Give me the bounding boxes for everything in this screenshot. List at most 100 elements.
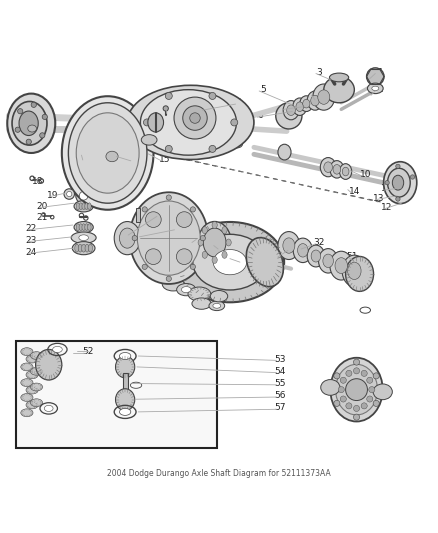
Ellipse shape	[120, 352, 131, 359]
Text: 9: 9	[166, 104, 172, 113]
Ellipse shape	[21, 363, 33, 371]
Ellipse shape	[226, 239, 231, 246]
Ellipse shape	[106, 151, 118, 161]
Ellipse shape	[198, 239, 203, 246]
Circle shape	[132, 236, 138, 241]
Ellipse shape	[342, 255, 367, 287]
Ellipse shape	[320, 158, 336, 177]
Ellipse shape	[373, 384, 392, 400]
Ellipse shape	[26, 401, 38, 409]
Text: 56: 56	[274, 391, 286, 400]
Ellipse shape	[348, 262, 361, 279]
Ellipse shape	[367, 68, 384, 85]
Ellipse shape	[85, 203, 88, 209]
Circle shape	[334, 400, 340, 407]
Ellipse shape	[79, 183, 88, 188]
Ellipse shape	[81, 244, 86, 252]
Circle shape	[64, 189, 74, 199]
Ellipse shape	[372, 86, 379, 91]
Text: 20: 20	[36, 202, 48, 211]
Ellipse shape	[85, 224, 88, 231]
Text: 23: 23	[25, 236, 37, 245]
Ellipse shape	[120, 228, 135, 248]
Circle shape	[177, 249, 192, 264]
Circle shape	[67, 191, 72, 197]
Ellipse shape	[202, 252, 207, 259]
Text: 12: 12	[381, 203, 393, 212]
Ellipse shape	[62, 96, 153, 210]
Ellipse shape	[311, 250, 321, 262]
Circle shape	[367, 396, 373, 402]
Circle shape	[166, 276, 171, 281]
Ellipse shape	[212, 222, 217, 229]
Ellipse shape	[342, 167, 349, 176]
Circle shape	[369, 386, 375, 393]
Circle shape	[42, 114, 47, 119]
Ellipse shape	[74, 200, 93, 212]
Circle shape	[166, 195, 171, 200]
Ellipse shape	[181, 287, 191, 293]
Ellipse shape	[330, 160, 344, 178]
Ellipse shape	[88, 244, 92, 252]
Ellipse shape	[21, 348, 33, 356]
Ellipse shape	[76, 188, 92, 204]
Text: 2: 2	[378, 85, 383, 94]
Bar	[123, 373, 128, 395]
Ellipse shape	[76, 113, 139, 193]
Ellipse shape	[296, 102, 304, 111]
Text: 19: 19	[46, 191, 58, 200]
Ellipse shape	[162, 277, 184, 291]
Ellipse shape	[21, 393, 33, 401]
Ellipse shape	[278, 144, 291, 160]
Ellipse shape	[127, 85, 254, 159]
Ellipse shape	[19, 111, 38, 135]
Text: 7: 7	[284, 104, 290, 113]
Text: 26: 26	[172, 224, 183, 233]
Text: 51: 51	[346, 252, 358, 261]
Ellipse shape	[116, 356, 135, 378]
Text: 21: 21	[36, 213, 48, 222]
Ellipse shape	[44, 405, 53, 411]
Text: 27: 27	[194, 233, 205, 243]
Ellipse shape	[21, 409, 33, 417]
Text: 15: 15	[159, 155, 170, 164]
Text: 54: 54	[275, 367, 286, 376]
Ellipse shape	[85, 244, 89, 252]
Ellipse shape	[287, 105, 295, 116]
Text: 30: 30	[237, 256, 249, 265]
Circle shape	[373, 400, 379, 407]
Ellipse shape	[278, 231, 300, 260]
Circle shape	[346, 379, 367, 400]
Ellipse shape	[116, 389, 135, 410]
Circle shape	[353, 405, 360, 411]
Ellipse shape	[222, 227, 227, 233]
Ellipse shape	[72, 181, 95, 190]
Circle shape	[410, 175, 415, 179]
Ellipse shape	[324, 77, 354, 103]
Ellipse shape	[307, 91, 323, 110]
Circle shape	[346, 403, 352, 409]
Circle shape	[18, 109, 23, 114]
Circle shape	[142, 264, 147, 270]
Ellipse shape	[79, 191, 88, 200]
Ellipse shape	[193, 235, 267, 290]
Circle shape	[396, 164, 400, 168]
Ellipse shape	[339, 164, 352, 180]
Ellipse shape	[217, 96, 234, 113]
Ellipse shape	[141, 90, 237, 155]
Ellipse shape	[346, 256, 374, 292]
Circle shape	[177, 212, 192, 228]
Ellipse shape	[367, 83, 383, 94]
Text: 5: 5	[260, 85, 265, 94]
Ellipse shape	[188, 287, 211, 301]
Ellipse shape	[303, 99, 310, 108]
Text: 55: 55	[274, 379, 286, 388]
Text: 25: 25	[154, 211, 166, 220]
Bar	[16, 341, 217, 448]
Ellipse shape	[246, 238, 283, 287]
Ellipse shape	[26, 355, 38, 363]
Circle shape	[353, 359, 360, 365]
Circle shape	[190, 207, 195, 212]
Text: 2004 Dodge Durango Axle Shaft Diagram for 52111373AA: 2004 Dodge Durango Axle Shaft Diagram fo…	[107, 470, 331, 479]
Circle shape	[190, 113, 200, 123]
